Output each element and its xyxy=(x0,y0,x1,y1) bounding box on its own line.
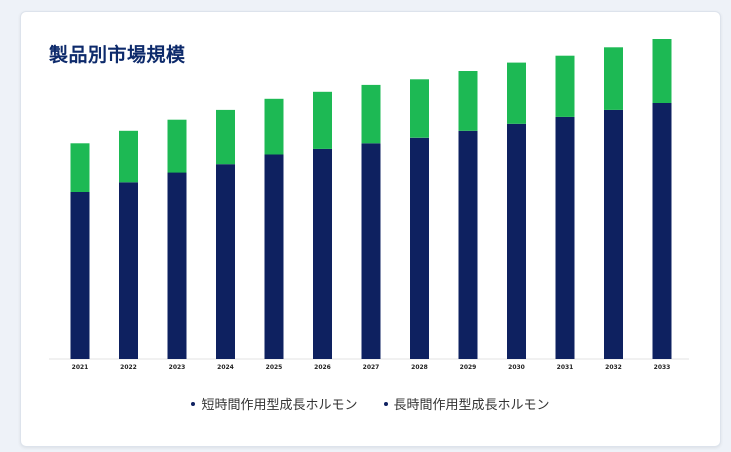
legend: 短時間作用型成長ホルモン 長時間作用型成長ホルモン xyxy=(21,394,720,413)
legend-label-short-acting: 短時間作用型成長ホルモン xyxy=(201,398,358,413)
bar-2029-long-acting[interactable] xyxy=(458,71,478,131)
bar-2030-short-acting[interactable] xyxy=(507,123,526,359)
x-tick-label: 2028 xyxy=(411,364,428,371)
bar-2033-long-acting[interactable] xyxy=(652,39,672,103)
bar-2031-short-acting[interactable] xyxy=(555,116,575,360)
bar-2033-short-acting[interactable] xyxy=(652,103,672,359)
legend-item-long-acting[interactable]: 長時間作用型成長ホルモン xyxy=(383,394,550,413)
x-tick-label: 2027 xyxy=(363,364,380,371)
bar-2030-long-acting[interactable] xyxy=(507,62,526,124)
bar-2022-short-acting[interactable] xyxy=(119,182,138,359)
bars-group xyxy=(70,39,672,360)
x-tick-label: 2024 xyxy=(217,364,234,371)
bar-2025-long-acting[interactable] xyxy=(264,98,284,155)
bar-2024-short-acting[interactable] xyxy=(216,164,235,359)
legend-label-long-acting: 長時間作用型成長ホルモン xyxy=(393,398,550,413)
x-tick-labels: 2021 2022 2023 2024 2025 2026 2027 2028 2029 2030… xyxy=(72,364,671,371)
legend-marker-short-acting xyxy=(191,401,196,406)
bar-2022-long-acting[interactable] xyxy=(119,130,138,183)
x-tick-label: 2022 xyxy=(120,364,137,371)
bar-2023-long-acting[interactable] xyxy=(167,119,187,173)
bar-2025-short-acting[interactable] xyxy=(264,154,284,360)
bar-2026-long-acting[interactable] xyxy=(313,91,332,149)
x-tick-label: 2033 xyxy=(654,364,671,371)
stacked-bar-chart: 2021 2022 2023 2024 2025 2026 2027 2028 2029 2030… xyxy=(49,39,689,371)
bar-2026-short-acting[interactable] xyxy=(313,148,332,359)
bar-2028-short-acting[interactable] xyxy=(410,137,429,359)
x-tick-label: 2021 xyxy=(72,364,89,371)
bar-2023-short-acting[interactable] xyxy=(167,172,187,360)
bar-2024-long-acting[interactable] xyxy=(216,109,235,165)
bar-2031-long-acting[interactable] xyxy=(555,55,575,117)
bar-2027-short-acting[interactable] xyxy=(361,143,381,359)
x-tick-label: 2029 xyxy=(460,364,477,371)
x-tick-label: 2031 xyxy=(557,364,574,371)
bar-2029-short-acting[interactable] xyxy=(458,130,478,359)
x-tick-label: 2030 xyxy=(508,364,525,371)
chart-card: 製品別市場規模 2021 2022 2023 2024 2025 2026 2027 2028… xyxy=(20,11,721,447)
bar-2032-short-acting[interactable] xyxy=(604,109,623,360)
bar-2028-long-acting[interactable] xyxy=(410,79,429,138)
x-tick-label: 2025 xyxy=(266,364,283,371)
bar-2021-long-acting[interactable] xyxy=(70,143,90,192)
legend-marker-long-acting xyxy=(383,401,388,406)
x-tick-label: 2032 xyxy=(605,364,622,371)
x-tick-label: 2026 xyxy=(314,364,331,371)
bar-2032-long-acting[interactable] xyxy=(604,47,623,110)
bar-2021-short-acting[interactable] xyxy=(70,192,90,359)
legend-item-short-acting[interactable]: 短時間作用型成長ホルモン xyxy=(191,394,358,413)
chart-title: 製品別市場規模 xyxy=(49,44,186,66)
bar-2027-long-acting[interactable] xyxy=(361,84,381,144)
x-tick-label: 2023 xyxy=(169,364,186,371)
